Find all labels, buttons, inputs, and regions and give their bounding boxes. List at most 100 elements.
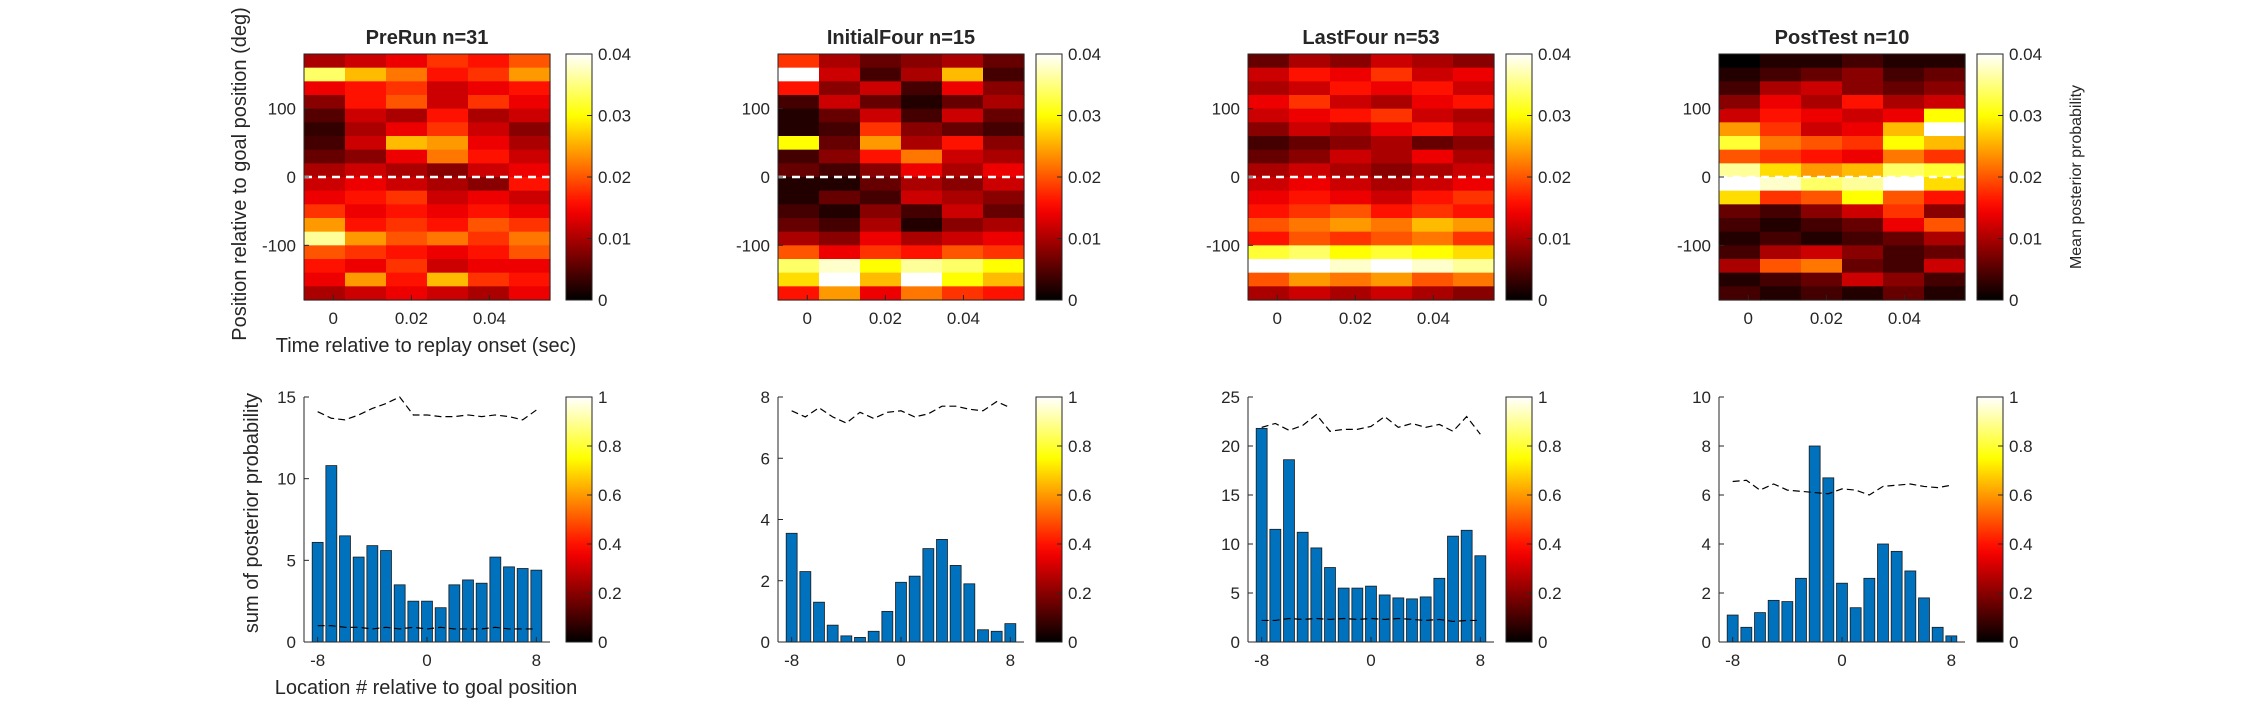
- heatmap-cell: [1412, 218, 1454, 233]
- bar: [922, 548, 935, 643]
- heatmap-cell: [819, 218, 861, 233]
- heatmap-cell: [345, 108, 387, 123]
- heatmap-cell: [860, 286, 902, 301]
- heatmap-cell: [778, 204, 820, 219]
- heatmap-cell: [386, 108, 428, 123]
- colorbar-tick-label: 0.03: [2009, 107, 2042, 126]
- colorbar-tick-label: 0.03: [598, 107, 631, 126]
- y-tick-label: 100: [1212, 100, 1240, 119]
- bar: [936, 539, 948, 643]
- heatmap-cell: [942, 286, 984, 301]
- bar: [366, 545, 379, 643]
- heatmap-cell: [427, 218, 469, 233]
- heatmap-cell: [1842, 81, 1884, 96]
- y-tick-label: 25: [1221, 388, 1240, 407]
- bar: [1296, 531, 1309, 643]
- heatmap-panel: LastFour n=53 0 0.02 0.04 100 0 -100 0 0.01 0.02 0…: [1206, 27, 1571, 328]
- heatmap-cell: [1330, 108, 1372, 123]
- heatmap-cell: [386, 231, 428, 246]
- x-tick-label: 0.04: [473, 309, 506, 328]
- heatmap-cell: [983, 67, 1025, 82]
- colorbar-tick-label: 0: [1068, 291, 1077, 310]
- colorbar-tick-label: 0.02: [598, 168, 631, 187]
- bar: [1419, 596, 1432, 643]
- heatmap-cell: [942, 149, 984, 164]
- bar: [895, 581, 907, 643]
- heatmap-cell: [345, 286, 387, 301]
- bar: [1269, 528, 1282, 643]
- heatmap-cell: [1412, 272, 1454, 287]
- bar: [434, 607, 447, 643]
- heatmap-cell: [1289, 177, 1331, 192]
- heatmap-cell: [1330, 122, 1372, 137]
- heatmap-cell: [901, 245, 943, 260]
- heatmap-cell: [1719, 81, 1761, 96]
- heat-y-axis-label: Position relative to goal position (deg): [229, 7, 251, 341]
- heatmap-cell: [345, 272, 387, 287]
- colorbar-tick-label: 0.6: [1538, 486, 1562, 505]
- colorbar-tick-label: 0.01: [598, 230, 631, 249]
- heatmap-cell: [1453, 149, 1495, 164]
- heatmap-cell: [1248, 81, 1290, 96]
- bar: [826, 624, 839, 643]
- heatmap-cell: [1842, 218, 1884, 233]
- bar: [881, 610, 894, 643]
- heatmap-cell: [1842, 231, 1884, 246]
- heatmap-cell: [1760, 122, 1802, 137]
- bar: [799, 571, 812, 643]
- heatmap-cell: [1801, 54, 1843, 69]
- colorbar-tick-label: 0.2: [2009, 584, 2033, 603]
- y-tick-label: 4: [761, 511, 770, 530]
- heatmap-cell: [1371, 245, 1413, 260]
- heatmap-cell: [860, 163, 902, 178]
- colorbar-tick-label: 0.2: [598, 584, 622, 603]
- heatmap-cell: [860, 204, 902, 219]
- heatmap-cell: [778, 218, 820, 233]
- heatmap-cell: [509, 122, 551, 137]
- heatmap-cell: [345, 54, 387, 69]
- heatmap-cell: [1289, 95, 1331, 110]
- heatmap-cell: [427, 149, 469, 164]
- heatmap-cell: [1330, 177, 1372, 192]
- heatmap-cell: [819, 286, 861, 301]
- bar: [963, 583, 976, 643]
- heatmap-cell: [468, 54, 510, 69]
- heatmap-cell: [1248, 272, 1290, 287]
- heatmap-cell: [901, 108, 943, 123]
- colorbar-tick-label: 0.04: [1538, 45, 1571, 64]
- x-tick-label: 0.02: [1810, 309, 1843, 328]
- x-tick-label: 0: [1744, 309, 1753, 328]
- bar-x-axis-label: Location # relative to goal position: [275, 677, 577, 699]
- heatmap-cell: [1412, 231, 1454, 246]
- heatmap-cell: [1760, 81, 1802, 96]
- heatmap-cell: [509, 245, 551, 260]
- heatmap-cell: [819, 190, 861, 205]
- bar: [1324, 567, 1336, 643]
- heatmap-cell: [1371, 108, 1413, 123]
- colorbar-tick-label: 0.6: [1068, 486, 1092, 505]
- heatmap-cell: [901, 122, 943, 137]
- heatmap-cell: [1371, 149, 1413, 164]
- heatmap-cell: [1330, 149, 1372, 164]
- heatmap-cell: [427, 67, 469, 82]
- y-tick-label: 0: [1231, 633, 1240, 652]
- bar: [990, 630, 1003, 643]
- heatmap-cell: [1330, 54, 1372, 69]
- x-tick-label: 0.04: [1888, 309, 1921, 328]
- heatmap-cell: [386, 190, 428, 205]
- y-tick-label: 100: [268, 100, 296, 119]
- heatmap-cell: [942, 259, 984, 274]
- bar: [448, 584, 461, 643]
- heatmap-cell: [901, 54, 943, 69]
- bar: [1795, 577, 1807, 643]
- heatmap-cell: [1289, 108, 1331, 123]
- heatmap-cell: [1842, 67, 1884, 82]
- heatmap-cell: [1371, 190, 1413, 205]
- heatmap-cell: [427, 136, 469, 151]
- heatmap-cell: [1248, 231, 1290, 246]
- x-tick-label: -8: [1725, 651, 1740, 670]
- x-tick-label: 0.04: [1417, 309, 1450, 328]
- heatmap-cell: [1719, 259, 1761, 274]
- heatmap-cell: [819, 136, 861, 151]
- heatmap-cell: [901, 81, 943, 96]
